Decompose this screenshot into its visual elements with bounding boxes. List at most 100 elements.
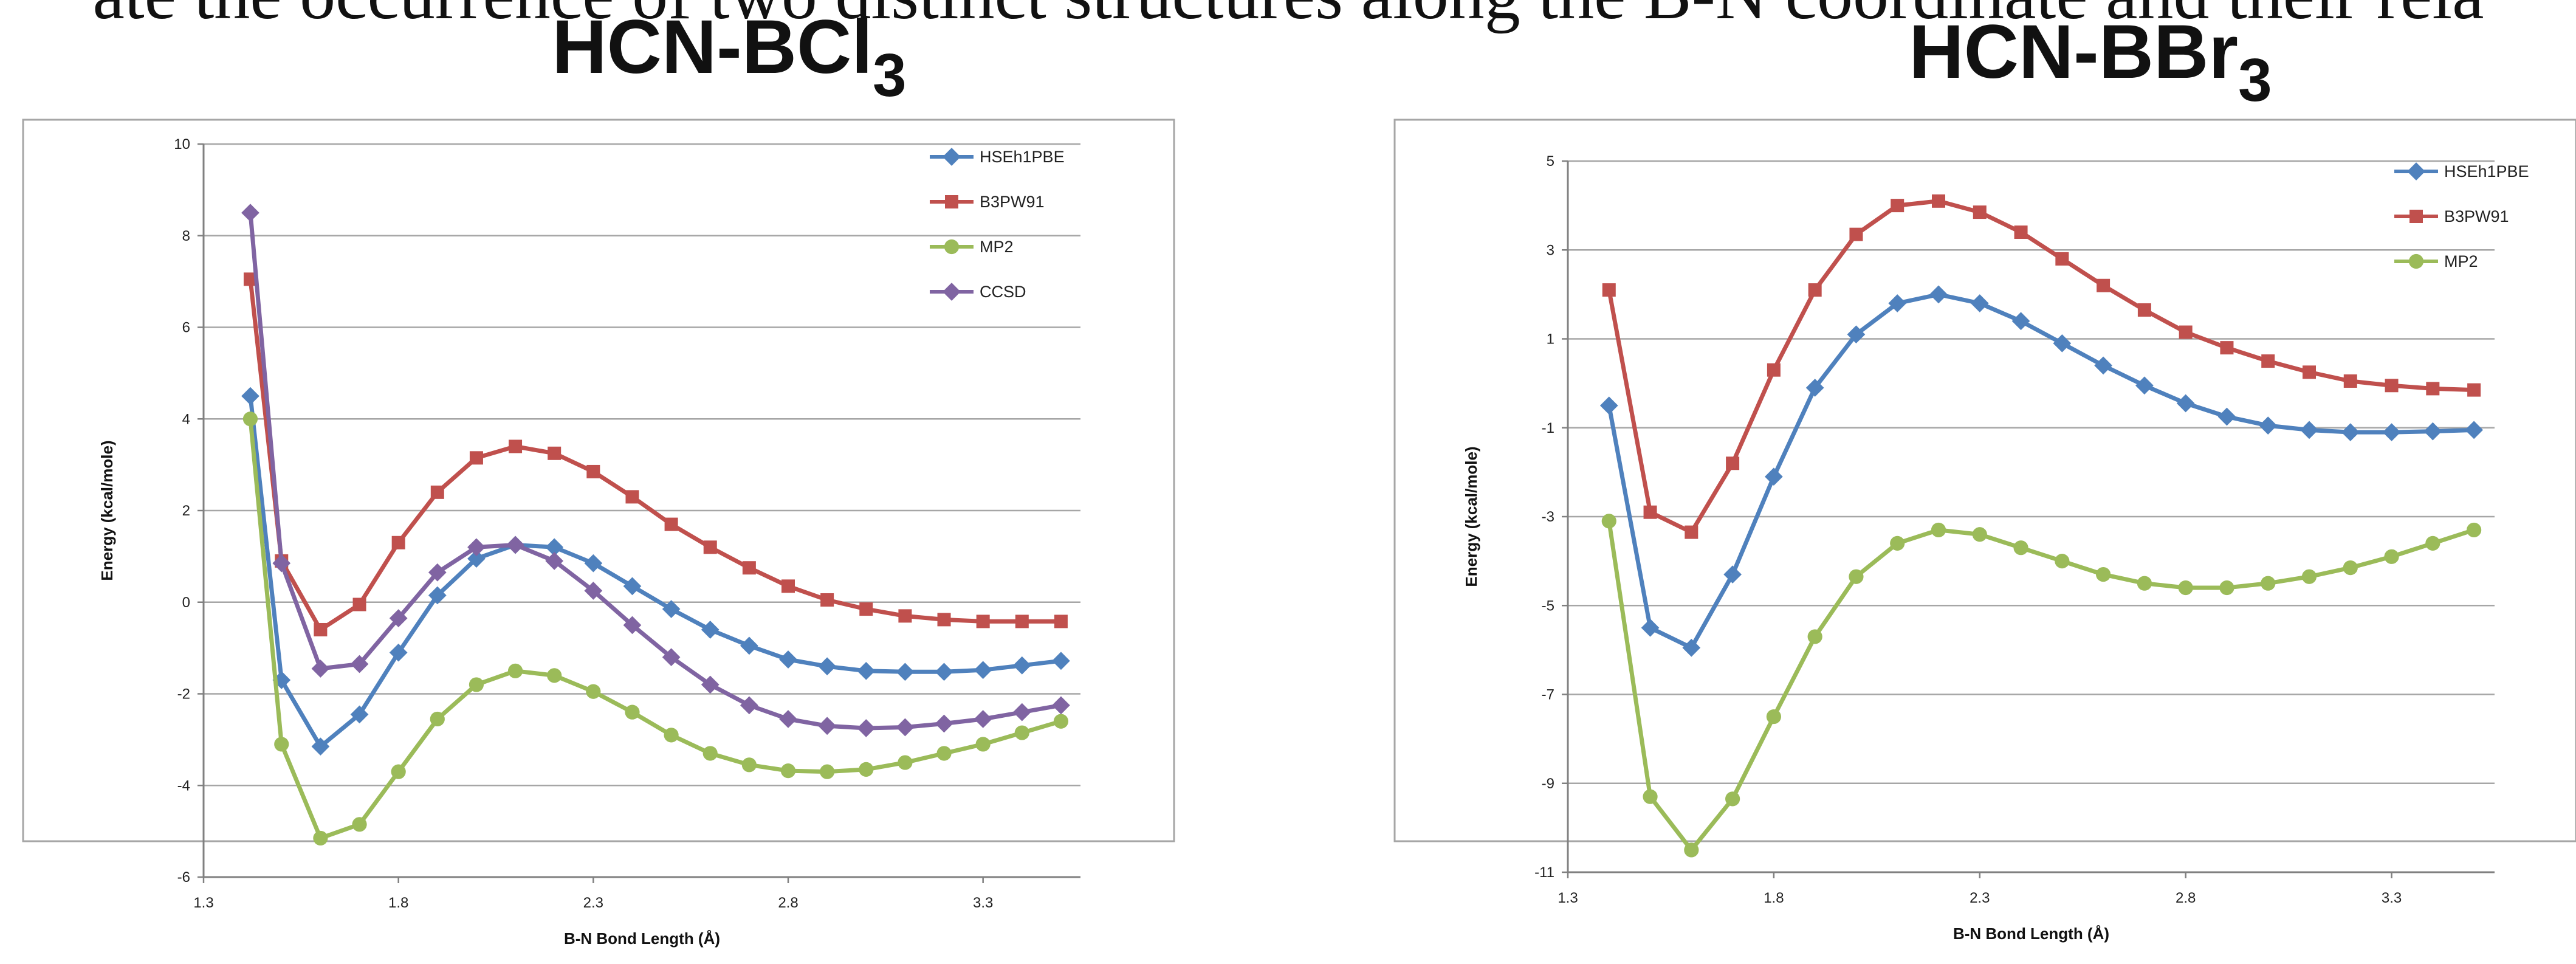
x-tick-label: 3.3 [2382,890,2402,906]
data-point [548,446,562,460]
data-point [2382,423,2401,441]
data-point [1685,525,1698,539]
data-point [2137,576,2152,591]
data-point [1052,652,1070,670]
data-point [1054,615,1068,628]
y-tick-label: -9 [1542,776,1554,792]
data-point [2343,560,2358,576]
y-axis-label: Energy (kcal/mole) [1462,446,1480,587]
data-point [2013,540,2028,556]
data-point [896,718,915,737]
data-point [467,549,486,568]
data-point [2341,423,2360,441]
data-point [391,535,405,549]
x-axis-label: B-N Bond Length (Å) [1953,924,2109,943]
data-point [2259,416,2278,435]
legend-entry: HSEh1PBE [930,148,1065,166]
data-point [2217,407,2236,426]
series-line [248,212,1062,731]
data-point [1012,703,1031,721]
data-point [1972,527,1987,542]
series-line [248,418,1062,841]
data-point [2385,379,2399,393]
data-point [780,763,796,779]
series-line [1607,199,2475,535]
data-point [506,535,524,554]
data-point [272,554,291,573]
legend-label: HSEh1PBE [980,148,1065,166]
legend-entry: B3PW91 [2394,207,2509,226]
y-tick-label: -11 [1534,864,1554,881]
y-tick-label: 4 [182,411,190,427]
series-hseh1pbe [1599,285,2483,657]
data-point [662,600,681,618]
series-line [1607,292,2475,650]
data-point [241,204,259,222]
legend-label: MP2 [980,238,1014,256]
data-point [430,711,445,727]
data-point [1599,396,1618,415]
data-point [469,451,483,465]
data-point [2014,226,2028,239]
y-tick-label: -6 [177,869,190,886]
data-point [311,737,330,756]
data-point [976,615,990,628]
data-point [1012,656,1031,675]
x-tick-label: 2.8 [778,895,798,911]
legend-marker [2409,210,2423,223]
data-point [820,593,834,607]
data-point [1888,294,1907,312]
series-mp2 [1601,514,2482,858]
data-point [1932,194,1945,208]
data-point [740,636,758,655]
y-tick-label: -2 [177,686,190,703]
data-point [2053,334,2072,353]
data-point [586,684,601,699]
x-tick-label: 1.8 [388,895,408,911]
x-tick-label: 1.3 [193,895,213,911]
data-point [430,485,444,499]
legend-label: B3PW91 [2444,207,2509,226]
data-point [2425,535,2440,551]
y-tick-label: 8 [182,228,190,244]
data-point [507,663,523,678]
chart-title-subscript: 3 [873,41,907,109]
y-tick-label: -1 [1542,420,1554,436]
data-point [623,616,642,635]
data-point [1053,714,1069,729]
data-point [779,650,797,669]
x-tick-label: 2.8 [2176,890,2196,906]
y-tick-label: 10 [174,136,190,153]
data-point [625,490,639,504]
chart-title: HCN-BCl3 [552,5,906,109]
data-point [1015,615,1029,628]
data-point [467,538,486,557]
data-point [274,737,289,752]
y-tick-label: -4 [177,777,190,794]
data-point [820,764,835,779]
legend-entry: CCSD [930,283,1026,301]
data-point [703,540,717,554]
chart-title: HCN-BBr3 [1909,10,2272,114]
series-mp2 [242,411,1069,846]
legend-marker [2407,162,2425,181]
data-point [469,677,484,692]
data-point [584,554,603,573]
data-point [1970,294,1989,312]
data-point [2467,383,2481,397]
data-point [974,661,992,680]
data-point [584,582,603,600]
data-point [2096,566,2111,582]
data-point [935,714,953,733]
data-point [311,659,330,678]
data-point [974,710,992,728]
data-point [818,717,836,735]
data-point [741,757,757,773]
chart-panel-hcn-bcl3: HCN-BCl3 10 8 6 4 2 0 -2 -4 -61.3 1.8 2.3 2.8 3.3 B-N … [22,5,1175,948]
data-point [2179,325,2193,339]
data-point [701,621,720,639]
data-point [241,387,259,405]
data-point [701,675,720,694]
data-point [896,663,915,681]
